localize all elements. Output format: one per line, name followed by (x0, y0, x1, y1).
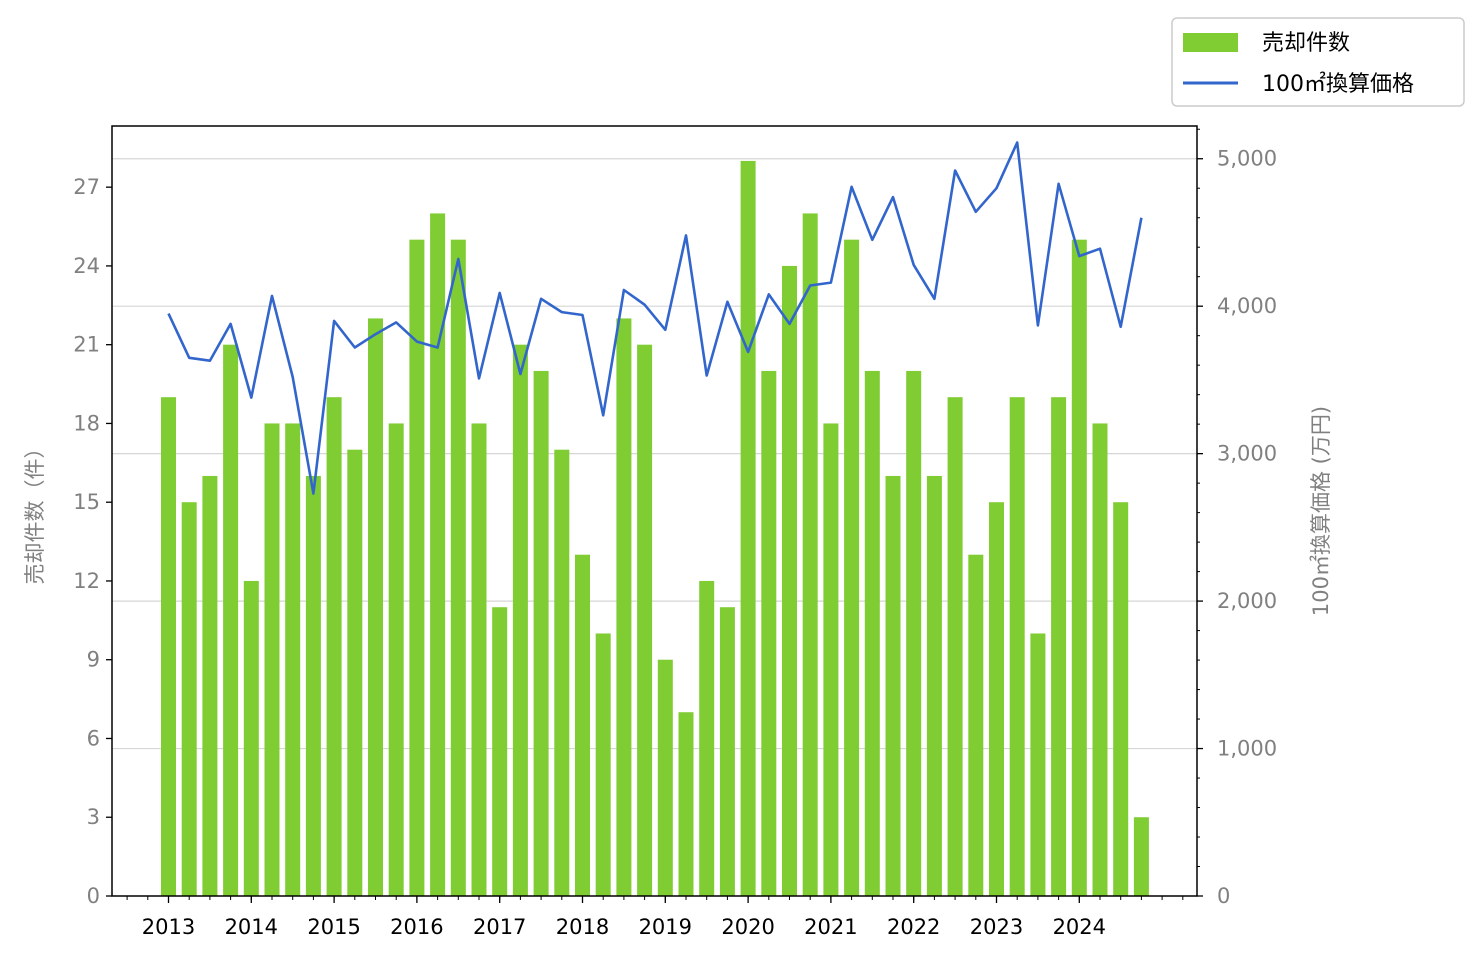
bar-6 (285, 423, 301, 896)
left-tick-label-4: 12 (73, 569, 100, 593)
left-tick-label-6: 18 (73, 411, 100, 435)
x-tick-label-0: 2013 (142, 915, 195, 939)
bar-41 (1009, 397, 1025, 896)
legend: 売却件数 100㎡換算価格 (1171, 17, 1465, 107)
plot-frame (111, 125, 1198, 897)
bar-45 (1092, 423, 1108, 896)
bar-1 (181, 502, 197, 896)
x-tick-label-9: 2022 (887, 915, 940, 939)
bar-3 (223, 344, 239, 896)
bar-43 (1051, 397, 1067, 896)
bar-27 (719, 607, 735, 896)
bar-23 (637, 344, 653, 896)
bar-12 (409, 239, 425, 896)
x-tick-label-11: 2024 (1053, 915, 1106, 939)
bar-39 (968, 554, 984, 896)
legend-box (1171, 17, 1465, 107)
bar-25 (678, 712, 694, 896)
bar-29 (761, 370, 777, 897)
bar-7 (305, 475, 321, 896)
line-series (167, 141, 1143, 495)
x-tick-label-6: 2019 (639, 915, 692, 939)
bar-30 (782, 265, 797, 896)
x-tick-label-8: 2021 (804, 915, 857, 939)
right-tick-label-4: 4,000 (1217, 294, 1277, 318)
bar-40 (989, 502, 1004, 896)
legend-bar-swatch (1183, 33, 1238, 52)
left-tick-label-7: 21 (73, 333, 100, 357)
bar-5 (264, 423, 280, 896)
bar-26 (699, 580, 715, 896)
bar-13 (430, 213, 446, 897)
left-tick-label-5: 15 (73, 490, 100, 514)
bar-series (161, 160, 1149, 897)
bar-36 (906, 370, 922, 897)
right-tick-label-5: 5,000 (1217, 147, 1277, 171)
x-tick-label-4: 2017 (473, 915, 526, 939)
right-tick-label-1: 1,000 (1217, 737, 1277, 761)
bar-18 (533, 370, 549, 897)
x-tick-label-1: 2014 (225, 915, 278, 939)
right-axis-title: 100㎡換算価格 (万円) (1309, 406, 1333, 616)
x-tick-label-2: 2015 (307, 915, 360, 939)
bar-22 (616, 318, 632, 897)
bar-46 (1113, 502, 1129, 896)
left-tick-label-3: 9 (87, 648, 100, 672)
x-tick-label-3: 2016 (390, 915, 443, 939)
bar-34 (864, 370, 880, 897)
right-tick-label-2: 2,000 (1217, 589, 1277, 613)
right-tick-label-3: 3,000 (1217, 442, 1277, 466)
bar-33 (844, 239, 860, 896)
right-tick-label-0: 0 (1217, 884, 1230, 908)
left-tick-label-8: 24 (73, 254, 100, 278)
bar-2 (202, 475, 218, 896)
bar-0 (161, 397, 176, 896)
bar-4 (243, 580, 259, 896)
x-tick-label-5: 2018 (556, 915, 609, 939)
bar-37 (926, 475, 942, 896)
bar-35 (885, 475, 901, 896)
axes: 0 3 6 9 12 15 18 21 24 27 0 1,000 2,000 3,000 4,000 5,0… (73, 128, 1277, 939)
bar-28 (740, 160, 756, 896)
bar-31 (802, 213, 818, 897)
bar-16 (492, 607, 508, 896)
bar-19 (554, 449, 570, 896)
bar-32 (823, 423, 839, 896)
left-tick-label-2: 6 (87, 726, 100, 750)
bar-14 (450, 239, 466, 896)
bar-24 (657, 659, 673, 896)
left-tick-label-1: 3 (87, 805, 100, 829)
bar-47 (1133, 817, 1149, 896)
legend-bar-label: 売却件数 (1262, 31, 1350, 56)
left-axis-title: 売却件数（件） (23, 438, 47, 585)
bar-44 (1071, 239, 1087, 896)
bar-20 (575, 554, 590, 896)
bar-15 (471, 423, 487, 896)
x-tick-label-7: 2020 (721, 915, 774, 939)
bar-8 (326, 397, 342, 896)
left-tick-label-0: 0 (87, 884, 100, 908)
x-tick-label-10: 2023 (970, 915, 1023, 939)
bar-9 (347, 449, 363, 896)
left-tick-label-9: 27 (73, 175, 100, 199)
bar-17 (512, 344, 528, 896)
bar-11 (388, 423, 404, 896)
bar-21 (595, 633, 611, 896)
bar-38 (947, 397, 963, 896)
price-line (167, 141, 1143, 495)
bar-42 (1030, 633, 1046, 896)
legend-line-label: 100㎡換算価格 (1262, 71, 1414, 97)
bar-10 (368, 318, 383, 897)
